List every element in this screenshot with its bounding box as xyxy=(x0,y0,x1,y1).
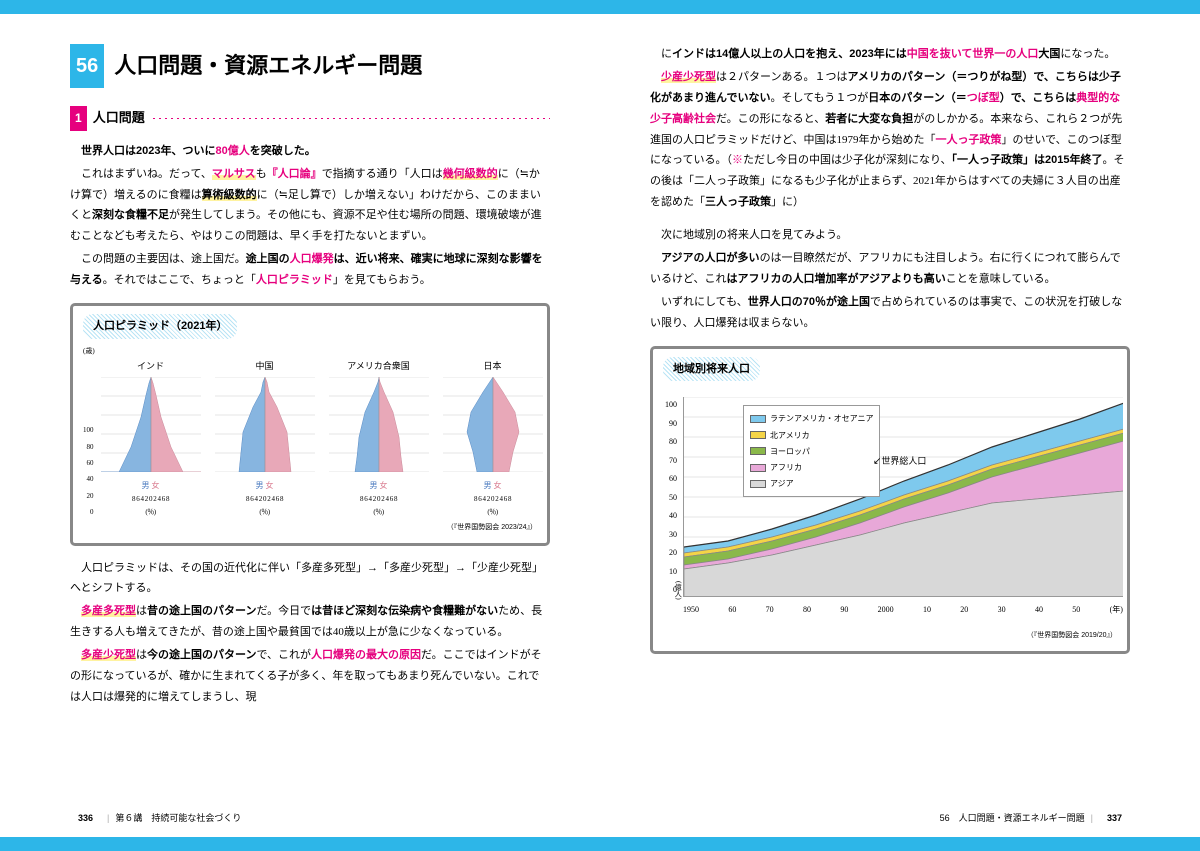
chapter-number-badge: 56 xyxy=(70,44,104,88)
page-right: にインドは14億人以上の人口を抱え、2023年には中国を抜いて世界一の人口大国に… xyxy=(610,14,1170,837)
section-title: 人口問題 xyxy=(93,106,145,131)
para: 人口ピラミッドは、その国の近代化に伴い「多産多死型」→「多産少死型」→「少産少死… xyxy=(70,558,550,600)
area-chart-body: 1009080706050403020100 ラテンアメリカ・オセアニア北アメリ… xyxy=(683,397,1117,627)
pyramid-cell: インド男 女8 6 4 2 0 2 4 6 8(％) xyxy=(96,358,206,519)
section-number: 1 xyxy=(70,106,87,131)
para: 世界人口は2023年、ついに80億人を突破した。 xyxy=(70,141,550,162)
pyramid-cell: アメリカ合衆国男 女8 6 4 2 0 2 4 6 8(％) xyxy=(324,358,434,519)
figure-pyramid: 人口ピラミッド（2021年） (歳) 100806040200 インド男 女8 … xyxy=(70,303,550,546)
section-dots xyxy=(151,118,550,119)
para: 多産多死型は昔の途上国のパターンだ。今日では昔ほど深刻な伝染病や食糧難がないため… xyxy=(70,601,550,643)
para: アジアの人口が多いのは一目瞭然だが、アフリカにも注目しよう。右に行くにつれて膨ら… xyxy=(650,248,1130,290)
page-left: 56 人口問題・資源エネルギー問題 1 人口問題 世界人口は2023年、ついに8… xyxy=(30,14,590,837)
bottom-border xyxy=(0,837,1200,851)
figure-title: 人口ピラミッド（2021年） xyxy=(83,314,237,339)
pyramid-cell: 中国男 女8 6 4 2 0 2 4 6 8(％) xyxy=(210,358,320,519)
pyramid-row: 100806040200 インド男 女8 6 4 2 0 2 4 6 8(％)中… xyxy=(83,358,537,519)
area-legend: ラテンアメリカ・オセアニア北アメリカヨーロッパアフリカアジア xyxy=(743,405,880,497)
para: 少産少死型は２パターンある。１つはアメリカのパターン（＝つりがね型）で、こちらは… xyxy=(650,67,1130,213)
y-unit: (億人) xyxy=(671,581,684,600)
para: いずれにしても、世界人口の70％が途上国で占められているのは事実で、この状況を打… xyxy=(650,292,1130,334)
y-unit: (歳) xyxy=(83,345,95,358)
para: にインドは14億人以上の人口を抱え、2023年には中国を抜いて世界一の人口大国に… xyxy=(650,44,1130,65)
figure-source: （『世界国勢図会 2019/20』） xyxy=(663,629,1117,642)
para: これはまずいね。だって、マルサスも『人口論』で指摘する通り「人口は幾何級数的に（… xyxy=(70,164,550,248)
chapter-header: 56 人口問題・資源エネルギー問題 xyxy=(70,44,550,88)
figure-area-chart: 地域別将来人口 1009080706050403020100 ラテンアメリカ・オ… xyxy=(650,346,1130,654)
pyramid-cell: 日本男 女8 6 4 2 0 2 4 6 8(％) xyxy=(438,358,548,519)
area-y-axis: 1009080706050403020100 xyxy=(665,397,677,597)
y-axis: 100806040200 xyxy=(83,424,94,519)
footer-right: 56 人口問題・資源エネルギー問題|337 xyxy=(940,810,1130,827)
figure-source: （『世界国勢図会 2023/24』） xyxy=(83,521,537,534)
section-header: 1 人口問題 xyxy=(70,106,550,131)
para: この問題の主要因は、途上国だ。途上国の人口爆発は、近い将来、確実に地球に深刻な影… xyxy=(70,249,550,291)
para: 次に地域別の将来人口を見てみよう。 xyxy=(650,225,1130,246)
top-border xyxy=(0,0,1200,14)
figure-title: 地域別将来人口 xyxy=(663,357,760,382)
area-x-axis: 19506070809020001020304050 (年) xyxy=(683,602,1123,617)
para: 多産少死型は今の途上国のパターンで、これが人口爆発の最大の原因だ。ここではインド… xyxy=(70,645,550,708)
area-annotation: ↙世界総人口 xyxy=(873,452,926,471)
footer-left: 336|第６講 持続可能な社会づくり xyxy=(70,810,241,827)
chapter-title: 人口問題・資源エネルギー問題 xyxy=(114,45,422,87)
